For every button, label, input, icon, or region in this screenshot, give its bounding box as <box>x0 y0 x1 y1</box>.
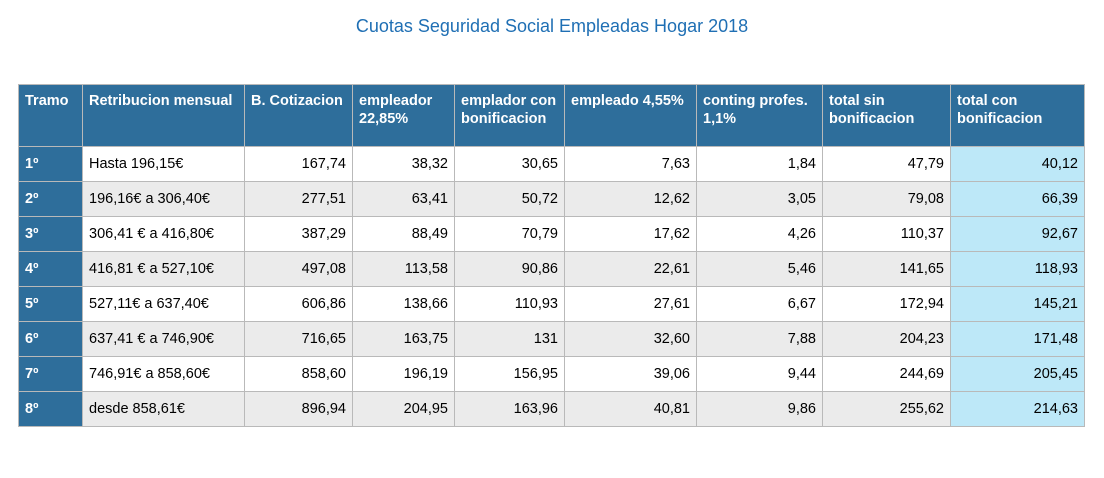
table-row: 6º 637,41 € a 746,90€ 716,65 163,75 131 32,60… <box>18 321 1085 357</box>
cell-empleado: 22,61 <box>564 251 697 287</box>
cell-total-sin-bonificacion: 244,69 <box>822 356 951 392</box>
cell-tramo: 5º <box>18 286 83 322</box>
cell-conting-profes: 9,44 <box>696 356 823 392</box>
cell-tramo: 2º <box>18 181 83 217</box>
page-title: Cuotas Seguridad Social Empleadas Hogar … <box>355 16 749 36</box>
cell-empleado: 32,60 <box>564 321 697 357</box>
cell-retribucion: Hasta 196,15€ <box>82 146 245 182</box>
cell-empleador: 196,19 <box>352 356 455 392</box>
cell-tramo: 6º <box>18 321 83 357</box>
cell-empleador: 113,58 <box>352 251 455 287</box>
header-total-sin-bonificacion: total sin bonificacion <box>822 84 951 147</box>
cell-tramo: 8º <box>18 391 83 427</box>
header-tramo: Tramo <box>18 84 83 147</box>
cell-empleador-bonificacion: 163,96 <box>454 391 565 427</box>
cell-base-cotizacion: 896,94 <box>244 391 353 427</box>
cell-base-cotizacion: 387,29 <box>244 216 353 252</box>
cell-empleador: 38,32 <box>352 146 455 182</box>
cell-total-sin-bonificacion: 172,94 <box>822 286 951 322</box>
cell-total-sin-bonificacion: 141,65 <box>822 251 951 287</box>
cell-retribucion: 416,81 € a 527,10€ <box>82 251 245 287</box>
header-conting-profes: conting profes. 1,1% <box>696 84 823 147</box>
header-empleador: empleador 22,85% <box>352 84 455 147</box>
cell-total-con-bonificacion: 214,63 <box>950 391 1085 427</box>
cell-base-cotizacion: 716,65 <box>244 321 353 357</box>
quota-table: Tramo Retribucion mensual B. Cotizacion … <box>18 84 1085 427</box>
cell-empleador: 138,66 <box>352 286 455 322</box>
cell-total-sin-bonificacion: 47,79 <box>822 146 951 182</box>
table-row: 5º 527,11€ a 637,40€ 606,86 138,66 110,93 27,… <box>18 286 1085 322</box>
cell-conting-profes: 6,67 <box>696 286 823 322</box>
cell-total-con-bonificacion: 66,39 <box>950 181 1085 217</box>
cell-base-cotizacion: 497,08 <box>244 251 353 287</box>
cell-tramo: 3º <box>18 216 83 252</box>
cell-conting-profes: 4,26 <box>696 216 823 252</box>
table-row: 3º 306,41 € a 416,80€ 387,29 88,49 70,79 17,6… <box>18 216 1085 252</box>
cell-empleador: 204,95 <box>352 391 455 427</box>
cell-tramo: 1º <box>18 146 83 182</box>
cell-base-cotizacion: 277,51 <box>244 181 353 217</box>
cell-total-con-bonificacion: 92,67 <box>950 216 1085 252</box>
header-total-con-bonificacion: total con bonificacion <box>950 84 1085 147</box>
cell-retribucion: 196,16€ a 306,40€ <box>82 181 245 217</box>
cell-total-con-bonificacion: 171,48 <box>950 321 1085 357</box>
cell-total-sin-bonificacion: 255,62 <box>822 391 951 427</box>
cell-retribucion: 306,41 € a 416,80€ <box>82 216 245 252</box>
cell-base-cotizacion: 606,86 <box>244 286 353 322</box>
header-empleador-bonificacion: emplador con bonificacion <box>454 84 565 147</box>
cell-empleador-bonificacion: 110,93 <box>454 286 565 322</box>
cell-empleado: 27,61 <box>564 286 697 322</box>
cell-total-con-bonificacion: 205,45 <box>950 356 1085 392</box>
cell-conting-profes: 9,86 <box>696 391 823 427</box>
table-body: 1º Hasta 196,15€ 167,74 38,32 30,65 7,63 1,84 4… <box>18 146 1085 427</box>
cell-total-sin-bonificacion: 79,08 <box>822 181 951 217</box>
cell-empleador: 63,41 <box>352 181 455 217</box>
cell-retribucion: 527,11€ a 637,40€ <box>82 286 245 322</box>
cell-tramo: 4º <box>18 251 83 287</box>
cell-empleador-bonificacion: 70,79 <box>454 216 565 252</box>
table-row: 7º 746,91€ a 858,60€ 858,60 196,19 156,95 39,… <box>18 356 1085 392</box>
cell-total-con-bonificacion: 40,12 <box>950 146 1085 182</box>
cell-empleado: 12,62 <box>564 181 697 217</box>
cell-conting-profes: 1,84 <box>696 146 823 182</box>
cell-empleado: 17,62 <box>564 216 697 252</box>
cell-empleador: 88,49 <box>352 216 455 252</box>
cell-empleado: 39,06 <box>564 356 697 392</box>
cell-empleador: 163,75 <box>352 321 455 357</box>
cell-empleador-bonificacion: 156,95 <box>454 356 565 392</box>
cell-empleador-bonificacion: 90,86 <box>454 251 565 287</box>
header-retribucion: Retribucion mensual <box>82 84 245 147</box>
cell-tramo: 7º <box>18 356 83 392</box>
table-row: 4º 416,81 € a 527,10€ 497,08 113,58 90,86 22,… <box>18 251 1085 287</box>
cell-base-cotizacion: 167,74 <box>244 146 353 182</box>
header-empleado: empleado 4,55% <box>564 84 697 147</box>
cell-conting-profes: 3,05 <box>696 181 823 217</box>
table-header-row: Tramo Retribucion mensual B. Cotizacion … <box>18 84 1085 147</box>
cell-retribucion: 637,41 € a 746,90€ <box>82 321 245 357</box>
cell-empleado: 40,81 <box>564 391 697 427</box>
cell-conting-profes: 5,46 <box>696 251 823 287</box>
cell-empleado: 7,63 <box>564 146 697 182</box>
table-row: 8º desde 858,61€ 896,94 204,95 163,96 40,81 9,… <box>18 391 1085 427</box>
cell-empleador-bonificacion: 50,72 <box>454 181 565 217</box>
cell-total-con-bonificacion: 118,93 <box>950 251 1085 287</box>
cell-conting-profes: 7,88 <box>696 321 823 357</box>
cell-retribucion: 746,91€ a 858,60€ <box>82 356 245 392</box>
cell-total-con-bonificacion: 145,21 <box>950 286 1085 322</box>
cell-empleador-bonificacion: 30,65 <box>454 146 565 182</box>
header-base-cotizacion: B. Cotizacion <box>244 84 353 147</box>
cell-base-cotizacion: 858,60 <box>244 356 353 392</box>
cell-retribucion: desde 858,61€ <box>82 391 245 427</box>
table-row: 1º Hasta 196,15€ 167,74 38,32 30,65 7,63 1,84 4… <box>18 146 1085 182</box>
cell-total-sin-bonificacion: 204,23 <box>822 321 951 357</box>
table-row: 2º 196,16€ a 306,40€ 277,51 63,41 50,72 12,62… <box>18 181 1085 217</box>
cell-total-sin-bonificacion: 110,37 <box>822 216 951 252</box>
cell-empleador-bonificacion: 131 <box>454 321 565 357</box>
